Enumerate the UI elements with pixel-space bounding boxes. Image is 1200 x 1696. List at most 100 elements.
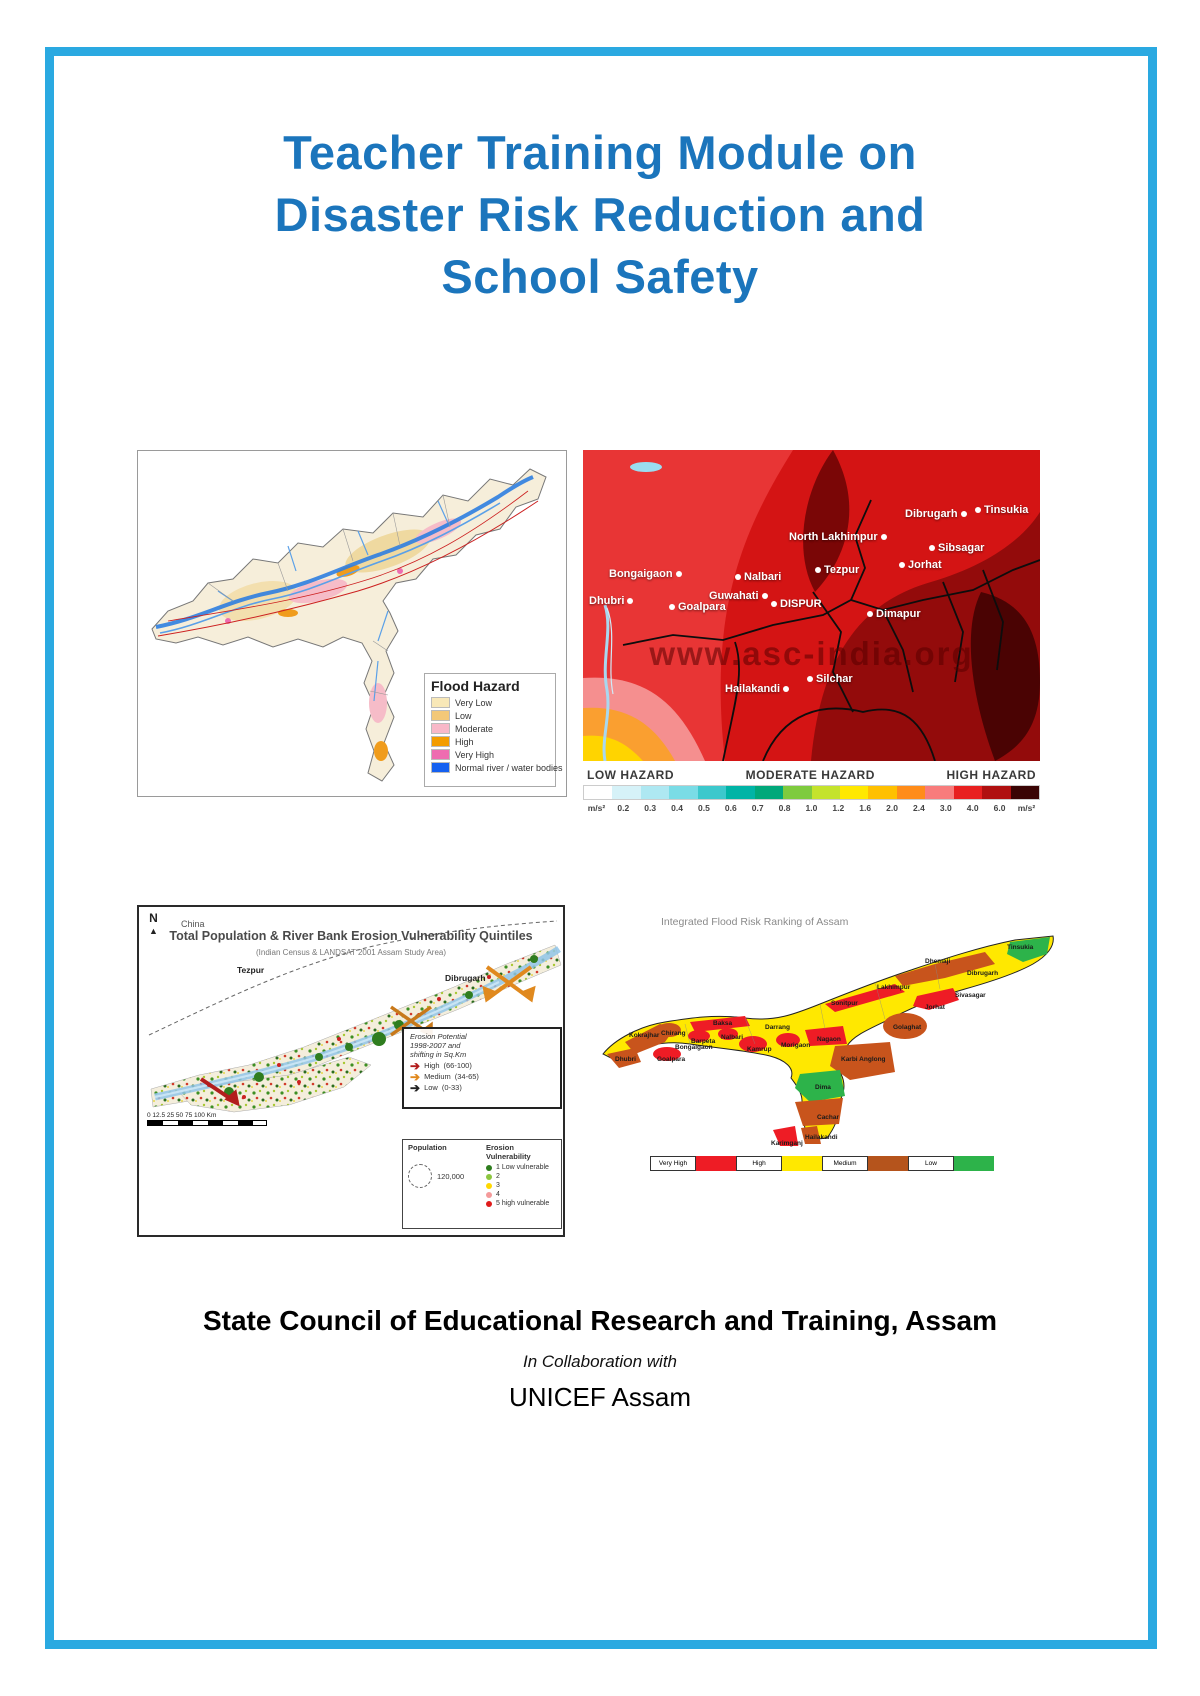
legend-label: Very Low	[455, 697, 493, 708]
colorbar-tick: 0.4	[671, 803, 683, 813]
ranking-legend-swatch	[782, 1156, 822, 1171]
colorbar-segment	[982, 786, 1011, 799]
city-name: Bongaigaon	[609, 568, 673, 580]
city-label: Tezpur	[815, 564, 859, 576]
ranking-legend: Very High High Medium Low	[650, 1156, 994, 1171]
legend-label: Moderate	[455, 723, 494, 734]
ranking-legend-swatch	[954, 1156, 994, 1171]
vulnerability-dot	[486, 1191, 492, 1198]
city-dot	[627, 598, 634, 604]
colorbar-segment	[584, 786, 613, 799]
legend-label: Low	[455, 710, 472, 721]
city-name: Goalpara	[678, 601, 726, 613]
vulnerability-label: 3	[496, 1182, 500, 1189]
colorbar-tick: 2.0	[886, 803, 898, 813]
colorbar-segment	[669, 786, 698, 799]
document-title-line: Teacher Training Module on	[283, 126, 917, 179]
north-label: N	[149, 911, 158, 925]
colorbar-segment	[612, 786, 641, 799]
ranking-legend-label: Very High	[650, 1156, 696, 1171]
city-name: Silchar	[816, 673, 853, 685]
colorbar-tick: m/s²	[1017, 803, 1036, 813]
district-label: Dhemaji	[925, 958, 951, 965]
flood-legend-row: Very High	[431, 749, 549, 760]
city-label: Silchar	[807, 673, 853, 685]
population-legend-title: Population	[408, 1143, 447, 1152]
inset-title-line: 1998-2007 and	[410, 1041, 461, 1050]
ranking-legend-swatch	[868, 1156, 908, 1171]
legend-swatch	[431, 697, 450, 708]
city-name: DISPUR	[780, 598, 822, 610]
district-label: Dibrugarh	[967, 970, 999, 977]
district-label: Karimganj	[771, 1140, 803, 1147]
city-dot	[761, 593, 768, 599]
district-label: Nalbari	[721, 1034, 744, 1041]
city-label: Dimapur	[867, 608, 921, 620]
vulnerability-row: 5 high vulnerable	[486, 1200, 556, 1207]
city-label: DISPUR	[771, 598, 822, 610]
city-label: Dibrugarh	[905, 508, 967, 520]
document-title: Teacher Training Module on Disaster Risk …	[0, 122, 1200, 308]
colorbar-tick: m/s²	[587, 803, 606, 813]
colorbar-tick: 0.3	[644, 803, 657, 813]
district-label: Kamrup	[747, 1046, 772, 1053]
inset-row: ➔ Low (0-33)	[410, 1082, 554, 1094]
district-label: Barpeta	[691, 1038, 716, 1045]
city-label: Bongaigaon	[609, 568, 682, 580]
ranking-legend-pair: Medium	[822, 1156, 908, 1171]
city-name: Guwahati	[709, 590, 759, 602]
erosion-arrow-icon: ➔	[410, 1069, 421, 1084]
vulnerability-dot	[486, 1182, 492, 1189]
legend-swatch	[431, 736, 450, 747]
city-dot	[675, 571, 682, 577]
city-dot	[807, 676, 813, 682]
seismic-hazard-scale: LOW HAZARD MODERATE HAZARD HIGH HAZARD m…	[583, 761, 1040, 813]
colorbar-segment	[754, 786, 784, 799]
colorbar-segment	[925, 786, 954, 799]
city-name: North Lakhimpur	[789, 531, 878, 543]
district-label: Goalpara	[657, 1056, 686, 1063]
watermark: www.asc-india.org	[649, 635, 974, 672]
flood-legend-title: Flood Hazard	[431, 678, 520, 694]
city-name: Tezpur	[824, 564, 860, 576]
inset-title-line: Erosion Potential	[410, 1032, 467, 1041]
colorbar-tick: 0.2	[617, 803, 630, 813]
ranking-map-title: Integrated Flood Risk Ranking of Assam	[661, 916, 849, 928]
erosion-potential-inset: Erosion Potential 1998-2007 and shifting…	[402, 1027, 562, 1109]
city-label: Jorhat	[899, 559, 942, 571]
ranking-legend-pair: Very High	[650, 1156, 736, 1171]
ranking-legend-pair: High	[736, 1156, 822, 1171]
erosion-arrow-icon: ➔	[410, 1058, 421, 1073]
flood-legend: Flood Hazard Very Low Low Mod	[424, 673, 563, 787]
ranking-legend-label: Medium	[822, 1156, 868, 1171]
city-name: Sibsagar	[938, 542, 985, 554]
vulnerability-legend: Erosion Vulnerability 1 Low vulnerable 2	[486, 1143, 556, 1225]
city-name: Hailakandi	[725, 683, 781, 695]
colorbar-segment	[868, 786, 897, 799]
inset-row: ➔ High (66-100)	[410, 1058, 554, 1073]
city-dot	[899, 562, 905, 568]
hazard-colorbar	[583, 785, 1040, 800]
colorbar-segment	[953, 786, 983, 799]
flood-legend-row: Very Low	[431, 697, 549, 708]
vulnerability-label: 1 Low vulnerable	[496, 1164, 549, 1171]
hazard-colorbar-ticks: m/s² 0.2 0.3 0.4 0.5 0.6 0.7 0.8 1.0 1.2 1.6 2.0 2.4…	[583, 800, 1040, 813]
district-label: Nagaon	[817, 1036, 841, 1043]
ranking-map: Dhemaji Tinsukia Dibrugarh Lakhimpur Sivasag…	[595, 934, 1060, 1147]
colorbar-tick: 0.7	[751, 803, 764, 813]
inset-items: ➔ High (66-100) ➔ Medium (34-65) ➔ Low (…	[410, 1058, 554, 1094]
district-label: Kokrajhar	[629, 1032, 660, 1039]
vulnerability-legend-title: Erosion Vulnerability	[486, 1143, 531, 1161]
colorbar-tick: 1.6	[859, 803, 872, 813]
hazard-zone-labels: LOW HAZARD MODERATE HAZARD HIGH HAZARD	[583, 768, 1040, 785]
vulnerability-label: 2	[496, 1173, 500, 1180]
scalebar-icon	[147, 1120, 267, 1126]
legend-swatch	[431, 749, 450, 760]
city-name: Nalbari	[744, 571, 782, 583]
ranking-legend-label: Low	[908, 1156, 954, 1171]
vulnerability-row: 2	[486, 1173, 556, 1180]
colorbar-segment	[726, 786, 755, 799]
district-label: Karbi Anglong	[841, 1056, 886, 1063]
legend-swatch	[431, 762, 450, 773]
ranking-map-graphic	[602, 935, 1054, 1146]
